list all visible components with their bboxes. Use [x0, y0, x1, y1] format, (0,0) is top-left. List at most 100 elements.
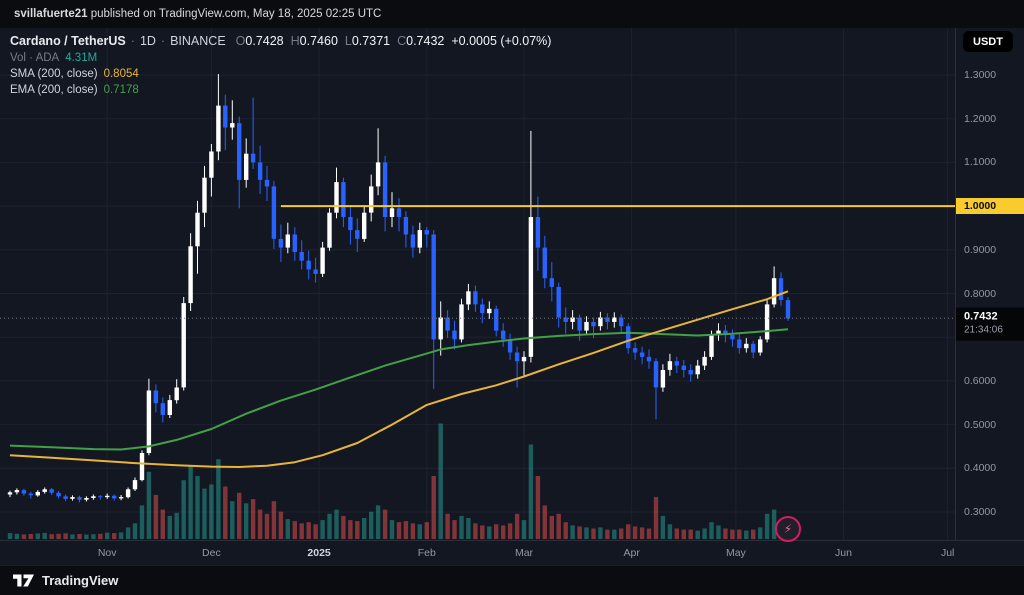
volume-bar [744, 530, 749, 539]
candle-body [181, 303, 186, 388]
annotations-layer[interactable] [0, 205, 955, 319]
candle-body [355, 230, 360, 239]
candle-body [63, 496, 68, 499]
volume-bar [466, 518, 471, 539]
volume-bar [306, 522, 311, 539]
volume-bar [153, 494, 159, 539]
candle-body [417, 230, 422, 248]
candle-body [362, 212, 367, 239]
ema-indicator-label[interactable]: EMA (200, close) [10, 83, 98, 96]
candle-body [758, 339, 763, 353]
volume-bar [250, 499, 256, 539]
volume-bar [605, 529, 610, 540]
boost-reaction-button[interactable]: ⚡ [775, 516, 801, 542]
volume-bar [264, 513, 270, 539]
price-tick-label: 0.3000 [964, 506, 997, 518]
volume-layer [7, 423, 791, 540]
volume-bar [146, 471, 152, 539]
interval-label[interactable]: 1D [139, 33, 156, 48]
separator-dot: · [160, 33, 166, 48]
volume-bar [507, 523, 513, 540]
currency-toggle-button[interactable]: USDT [963, 31, 1013, 52]
candle-body [334, 182, 339, 213]
volume-bar [438, 423, 443, 539]
price-axis[interactable]: 1.0000 0.7432 21:34:06 1.3000 1.2000 1.100… [955, 28, 1024, 540]
chart-canvas[interactable] [0, 28, 955, 540]
volume-bar [375, 505, 381, 539]
volume-bar [542, 505, 547, 539]
candle-body [681, 365, 686, 370]
chart-pane: Cardano / TetherUS · 1D · BINANCE O0.742… [0, 28, 1024, 565]
candle-body [778, 278, 784, 300]
sma-200-line[interactable] [9, 290, 789, 468]
volume-bar [619, 528, 624, 539]
candle-body [577, 317, 582, 331]
volume-bar [771, 509, 777, 539]
candle-body [125, 489, 131, 498]
ema-200-line[interactable] [9, 328, 789, 451]
candle-body [320, 247, 325, 274]
candle-body [445, 317, 450, 331]
candle-body [466, 291, 471, 305]
candle-body [556, 286, 561, 318]
exchange-label: BINANCE [170, 33, 226, 48]
volume-bar [98, 533, 103, 540]
volume-bar [202, 488, 207, 539]
attribution-text: published on TradingView.com, May 18, 20… [87, 8, 382, 20]
brand-name[interactable]: TradingView [42, 573, 119, 588]
candle-body [695, 365, 700, 375]
volume-bar [535, 476, 541, 539]
volume-bar [132, 523, 138, 540]
volume-bar [563, 522, 568, 539]
time-axis[interactable]: Nov Dec 2025 Feb Mar Apr May Jun Jul [0, 540, 1024, 565]
volume-bar [181, 480, 186, 539]
volume-bar [216, 459, 221, 539]
candle-body [35, 491, 40, 496]
candle-body [369, 186, 374, 213]
symbol-title[interactable]: Cardano / TetherUS [10, 33, 126, 48]
volume-bar [764, 513, 770, 539]
ohlc-high: H0.7460 [290, 33, 338, 48]
volume-bar [431, 476, 436, 539]
volume-bar [459, 515, 464, 539]
candle-body [237, 123, 242, 180]
separator-dot: · [130, 33, 135, 48]
volume-bar [369, 511, 374, 539]
volume-bar [21, 534, 27, 539]
volume-bar [487, 526, 492, 539]
volume-bar [632, 526, 638, 539]
volume-bar [396, 522, 402, 539]
volume-bar [695, 530, 700, 539]
candle-body [737, 339, 742, 349]
candle-body [230, 123, 235, 128]
candle-body [348, 217, 353, 231]
candle-body [389, 208, 395, 217]
candle-body [688, 370, 693, 375]
price-tick-label: 0.4000 [964, 462, 997, 475]
tradingview-logo-icon[interactable] [13, 573, 35, 588]
volume-bar [118, 532, 124, 539]
candle-body [285, 234, 290, 248]
volume-bar [410, 523, 416, 540]
sma-indicator-label[interactable]: SMA (200, close) [10, 67, 98, 80]
candle-body [28, 493, 33, 496]
candle-body [209, 151, 214, 178]
volume-bar [195, 476, 200, 539]
candle-body [598, 317, 603, 327]
candle-body [591, 321, 596, 327]
candle-body [278, 238, 284, 248]
lightning-icon: ⚡ [783, 522, 793, 536]
volume-bar [63, 533, 68, 539]
price-tick-label: 1.2000 [964, 112, 997, 125]
candle-body [653, 361, 659, 388]
price-tick-label: 1.3000 [964, 69, 997, 81]
candle-body [438, 317, 443, 340]
candle-body [188, 246, 193, 304]
candle-body [626, 326, 631, 349]
volume-bar [285, 519, 290, 539]
volume-bar [112, 533, 117, 539]
volume-indicator-label[interactable]: Vol · ADA [10, 51, 60, 64]
candle-body [744, 343, 749, 349]
candle-body [375, 162, 381, 187]
volume-bar [473, 523, 478, 540]
